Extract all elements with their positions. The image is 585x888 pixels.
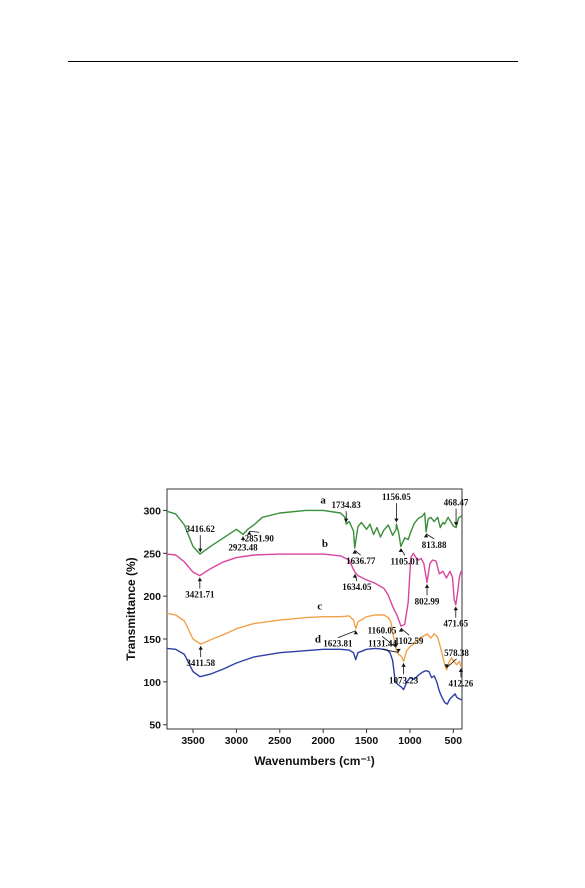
- series-label: c: [317, 601, 322, 613]
- axis-ticks: 3500 3000 2500 2000 1500 1000 500 50 100 150 200 25…: [143, 505, 462, 747]
- peak-label: 3411.58: [186, 658, 215, 668]
- series-line-d: [166, 647, 463, 705]
- peak-label: 1623.81: [323, 639, 353, 649]
- peak-label: 468.47: [444, 498, 469, 508]
- series-label: d: [315, 633, 321, 645]
- series-layer: [166, 509, 463, 705]
- peak-arrow-line: [400, 627, 410, 636]
- peak-label: 578.38: [444, 648, 469, 658]
- y-tick-label: 200: [143, 591, 161, 603]
- plot-frame: [166, 488, 463, 730]
- y-tick-label: 250: [143, 548, 161, 560]
- peak-arrow-head: [352, 550, 357, 554]
- peak-arrow-head: [353, 630, 359, 635]
- y-tick-label: 300: [143, 505, 161, 517]
- peak-arrow-head: [240, 536, 246, 540]
- peak-arrow-head: [423, 533, 429, 538]
- peak-arrow-head: [352, 574, 358, 578]
- x-tick-label: 3000: [225, 735, 249, 747]
- peak-arrow-head: [398, 628, 404, 632]
- peak-arrow-head: [424, 584, 430, 588]
- x-tick-label: 2500: [268, 735, 292, 747]
- series-label: a: [320, 494, 326, 506]
- peak-arrow-line: [382, 649, 399, 653]
- y-tick-label: 50: [149, 720, 161, 732]
- peak-arrow-head: [393, 643, 399, 648]
- peak-label: 2851.90: [245, 533, 275, 543]
- peak-arrow-line: [354, 549, 361, 556]
- peak-label: 1073.23: [389, 675, 419, 685]
- x-axis-title: Wavenumbers (cm⁻¹): [254, 754, 375, 768]
- peak-arrow-head: [396, 648, 401, 653]
- peak-label: 1105.01: [390, 556, 419, 566]
- peak-arrow-head: [453, 522, 459, 526]
- peak-label: 3421.71: [185, 590, 215, 600]
- peak-arrow-head: [398, 548, 404, 552]
- series-line-c: [166, 612, 463, 671]
- peak-arrow-line: [337, 630, 356, 639]
- peak-arrow-head: [453, 606, 458, 611]
- series-line-b: [166, 552, 463, 627]
- peak-label: 3416.62: [186, 524, 216, 534]
- peak-arrow-head: [444, 664, 449, 668]
- peak-arrow-head: [198, 548, 203, 553]
- peak-label: 2923.48: [228, 542, 258, 552]
- header-rule: [68, 61, 518, 62]
- series-line-a: [166, 509, 463, 555]
- peak-label: 1634.05: [342, 582, 372, 592]
- peak-label: 1102.59: [395, 636, 424, 646]
- peak-label: 1734.83: [332, 500, 362, 510]
- series-label: b: [322, 538, 328, 550]
- y-tick-label: 150: [143, 634, 161, 646]
- peak-label: 1131.44: [368, 638, 397, 648]
- series-label-layer: a b c d: [315, 494, 328, 645]
- x-tick-label: 500: [445, 735, 463, 747]
- x-tick-label: 3500: [181, 735, 205, 747]
- peak-arrow-head: [343, 518, 349, 523]
- peak-arrow-head: [197, 577, 203, 582]
- peak-label: 1160.05: [368, 625, 397, 635]
- peak-arrow-line: [249, 530, 260, 533]
- peak-label: 1636.77: [346, 556, 376, 566]
- peak-label: 412.26: [449, 678, 474, 688]
- x-tick-label: 1000: [398, 735, 422, 747]
- peak-label: 1156.05: [382, 492, 411, 502]
- peak-arrow-line: [446, 658, 457, 669]
- y-tick-label: 100: [143, 677, 161, 689]
- x-tick-label: 1500: [355, 735, 379, 747]
- peak-arrow-head: [458, 668, 464, 672]
- peak-arrow-head: [247, 531, 252, 535]
- peak-arrow-line: [381, 635, 397, 648]
- peak-arrow-head: [401, 663, 406, 667]
- peak-label: 802.99: [415, 596, 440, 606]
- peak-label: 471.65: [443, 619, 468, 629]
- peak-arrow-line: [425, 533, 435, 540]
- peak-label: 813.88: [422, 540, 447, 550]
- y-axis-title: Transmittance (%): [124, 557, 138, 660]
- x-tick-label: 2000: [311, 735, 335, 747]
- peak-arrow-head: [394, 518, 399, 523]
- peak-arrow-head: [198, 646, 203, 650]
